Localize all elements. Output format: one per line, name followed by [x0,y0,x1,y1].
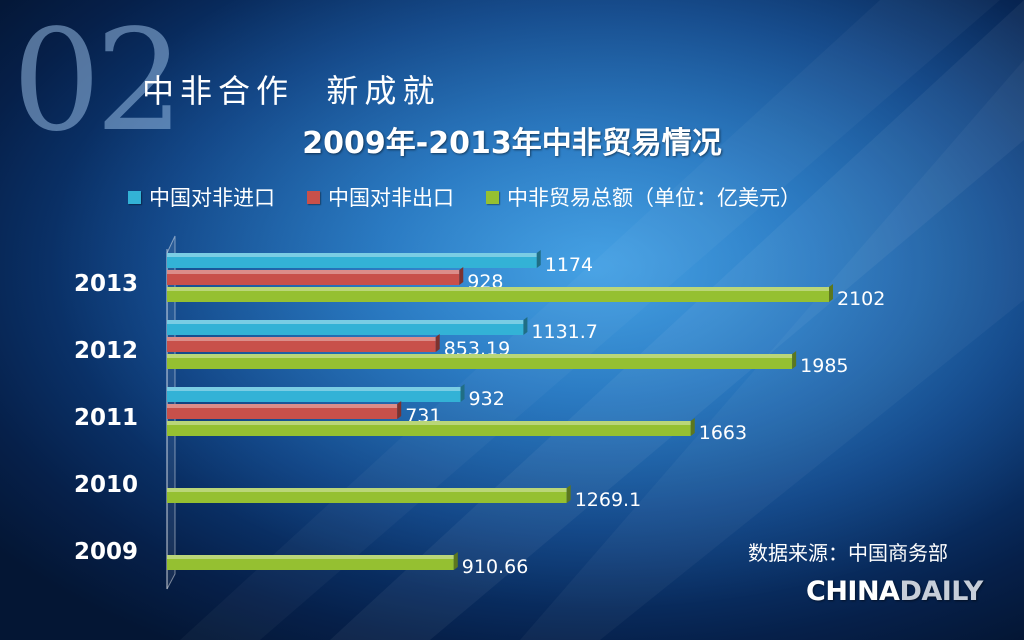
bar-highlight [167,404,398,408]
bar-highlight [167,488,567,492]
data-label: 2102 [837,288,885,310]
category-label: 2012 [74,338,138,364]
category-label: 2009 [74,539,138,565]
legend-item-total: 中非贸易总额（单位：亿美元） [486,182,801,212]
legend-item-export: 中国对非出口 [307,182,454,212]
bar-end-cap [829,284,833,302]
data-label: 1174 [545,254,593,276]
brand-logo-part1: CHINA [806,576,900,607]
category-label: 2010 [74,472,138,498]
chart-title: 2009年-2013年中非贸易情况 [302,126,722,161]
bar-highlight [167,337,436,341]
bar [167,488,567,503]
bar [167,421,691,436]
bar-highlight [167,287,829,291]
bar [167,337,436,352]
data-label: 1663 [699,422,747,444]
bar-end-cap [397,401,402,419]
legend-swatch-total [486,190,499,204]
bar-end-cap [536,250,541,268]
bar-highlight [167,421,691,425]
category-label: 2013 [74,271,138,297]
data-label: 910.66 [462,556,528,578]
bar-end-cap [792,351,797,369]
bar [167,287,829,302]
bar-end-cap [523,317,528,335]
legend-label-total: 中非贸易总额（单位：亿美元） [507,186,801,210]
category-label: 2011 [74,405,138,431]
data-label: 1985 [800,355,848,377]
section-title: 中非合作 新成就 [142,72,441,110]
bar-highlight [167,555,454,559]
source-note: 数据来源：中国商务部 [748,541,948,565]
bar-highlight [167,253,537,257]
bar-end-cap [459,267,464,285]
bar [167,253,537,268]
brand-logo-part2: DAILY [899,576,983,607]
legend-item-import: 中国对非进口 [128,182,275,212]
legend-label-export: 中国对非出口 [328,186,454,210]
bar-end-cap [453,552,458,570]
bar-end-cap [690,418,695,436]
data-label: 1269.1 [575,489,641,511]
data-label: 932 [469,388,505,410]
legend-swatch-export [307,190,320,204]
bar-highlight [167,320,524,324]
bar [167,555,454,570]
bar-highlight [167,354,793,358]
bar [167,404,398,419]
bar-end-cap [435,334,440,352]
legend-swatch-import [128,190,141,204]
legend-label-import: 中国对非进口 [149,186,275,210]
bar-highlight [167,270,460,274]
bar [167,354,793,369]
bar-end-cap [566,485,571,503]
chart-legend: 中国对非进口 中国对非出口 中非贸易总额（单位：亿美元） [128,182,801,212]
bar [167,387,461,402]
brand-logo: CHINADAILY [806,576,983,607]
bar [167,320,524,335]
data-label: 1131.7 [531,321,597,343]
bar-highlight [167,387,461,391]
bar [167,270,460,285]
bar-end-cap [460,384,465,402]
section-number: 02 [12,0,184,163]
